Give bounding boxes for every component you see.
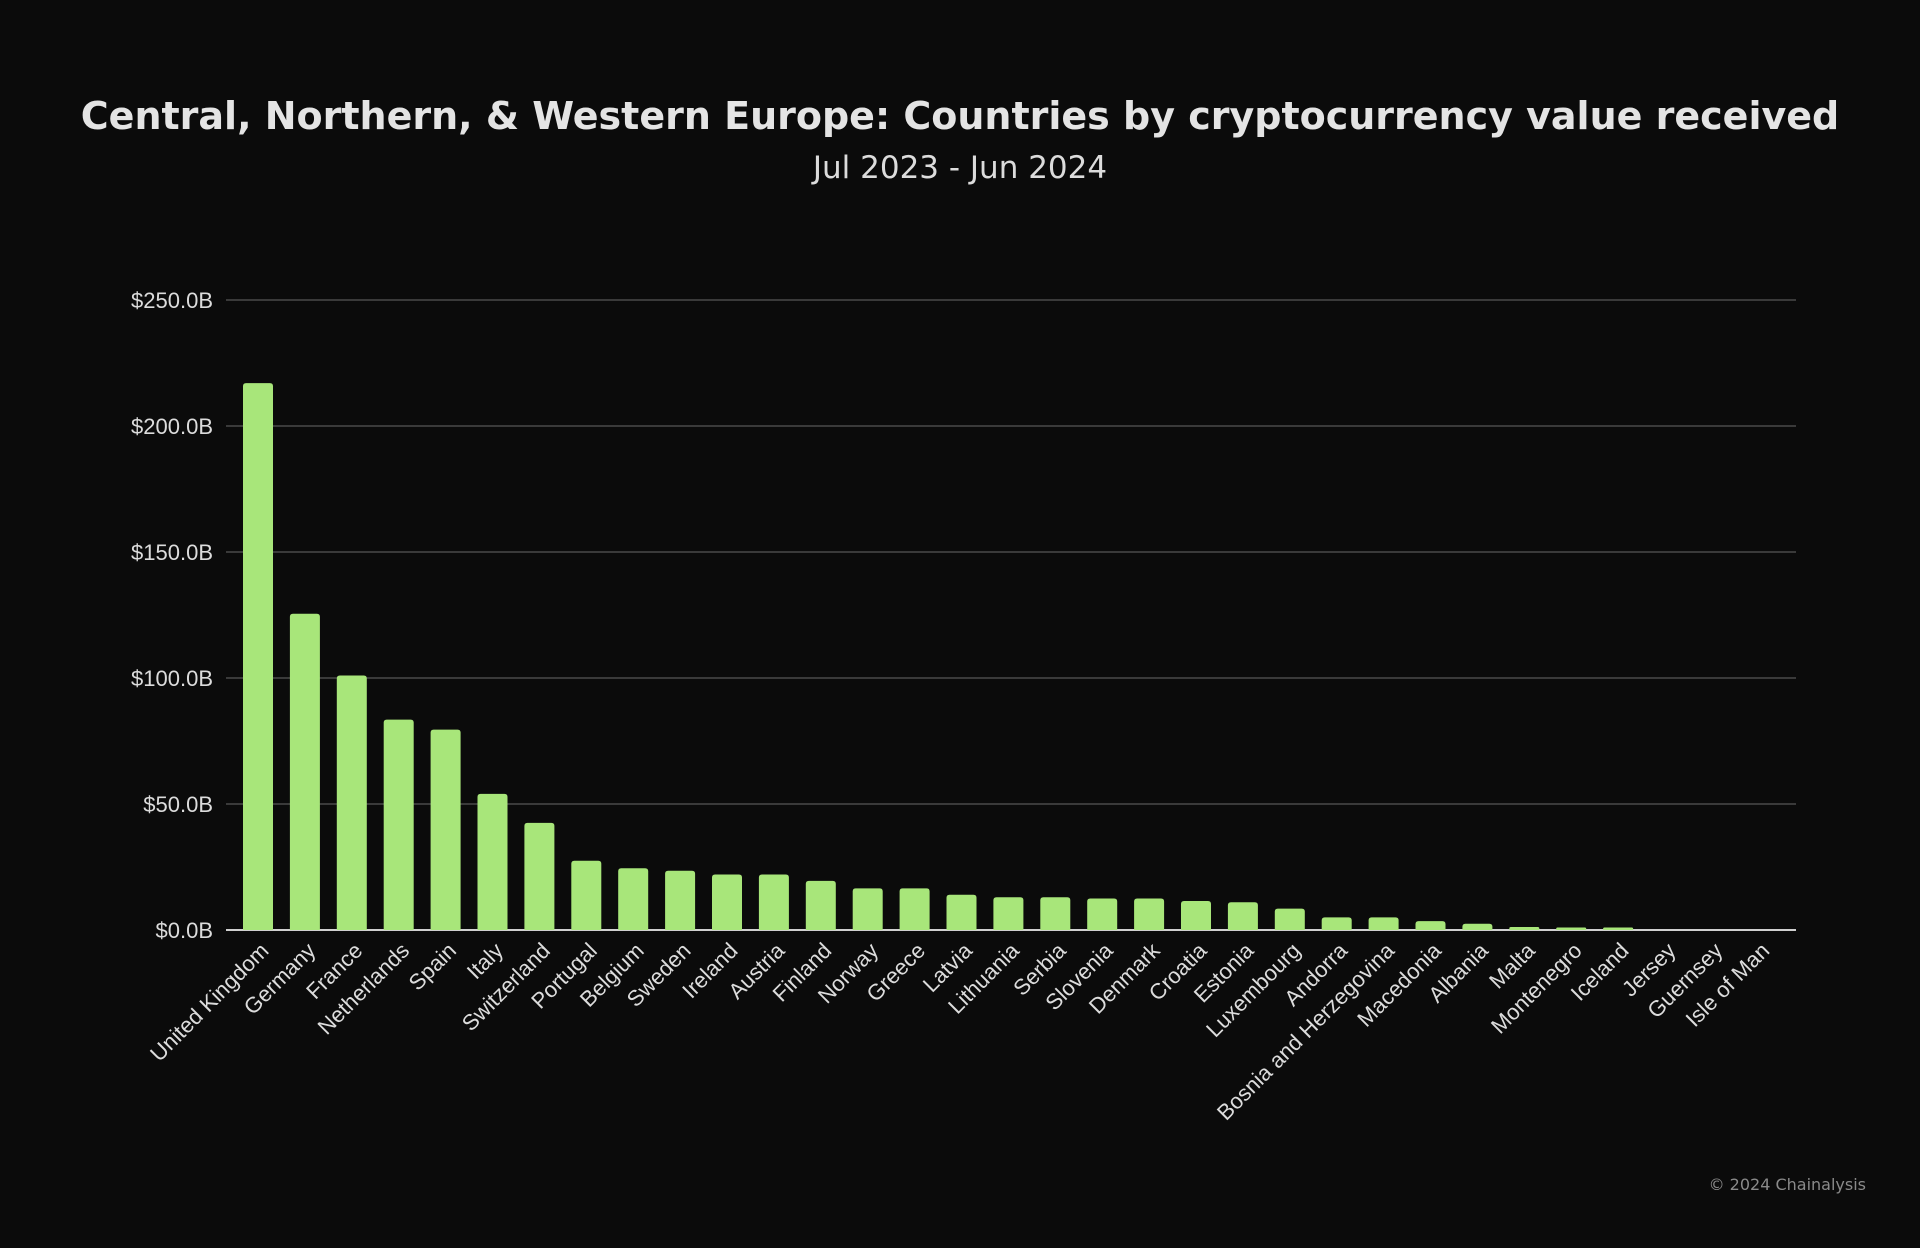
y-tick-label: $200.0B [131, 414, 213, 439]
bar [1368, 917, 1399, 930]
bar [1181, 901, 1211, 930]
x-tick-labels: United KingdomGermanyFranceNetherlandsSp… [145, 937, 1774, 1125]
bar [524, 822, 555, 930]
bar [430, 729, 461, 930]
bar [1415, 921, 1446, 930]
y-tick-label: $150.0B [131, 540, 213, 565]
bar [1321, 917, 1352, 930]
chart-title: Central, Northern, & Western Europe: Cou… [80, 94, 1840, 138]
bar [477, 793, 508, 930]
y-tick-label: $100.0B [131, 666, 213, 691]
bar [1556, 927, 1587, 930]
bar [336, 675, 367, 930]
bar [1462, 923, 1493, 930]
copyright-text: © 2024 Chainalysis [1708, 1175, 1866, 1194]
bar [946, 894, 977, 930]
bar [1087, 898, 1118, 930]
bar [1227, 902, 1258, 930]
bar [383, 719, 414, 930]
bar [618, 868, 649, 930]
bar [899, 888, 930, 930]
bar [665, 870, 696, 930]
bar [571, 860, 602, 930]
bar [1040, 897, 1071, 930]
bar [852, 888, 883, 930]
bar [1134, 898, 1165, 930]
y-tick-label: $0.0B [156, 918, 214, 943]
bar [1274, 908, 1305, 930]
bar [289, 613, 320, 930]
bar [1509, 926, 1540, 930]
bar [758, 874, 789, 930]
y-tick-label: $250.0B [131, 288, 213, 313]
bar [712, 874, 742, 930]
x-tick-label: Spain [404, 938, 461, 995]
y-tick-label: $50.0B [143, 792, 213, 817]
chart-subtitle: Jul 2023 - Jun 2024 [812, 150, 1108, 186]
bars [243, 383, 1634, 930]
bar [805, 880, 836, 930]
grid-layer: $0.0B $50.0B $100.0B $150.0B $200.0B $250.0B [131, 288, 1796, 943]
bar [993, 897, 1024, 930]
bar [1603, 927, 1634, 930]
bar [243, 383, 273, 930]
